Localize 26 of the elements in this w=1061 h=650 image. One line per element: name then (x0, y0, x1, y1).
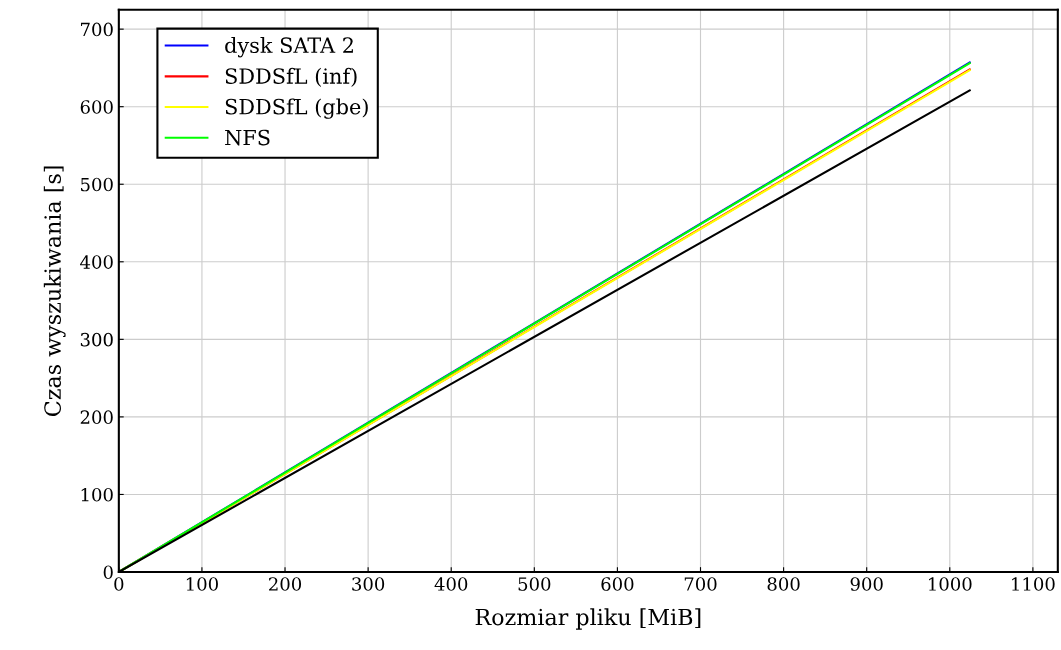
x-tick-label: 700 (684, 577, 717, 591)
x-tick-label: 300 (352, 577, 385, 591)
x-tick-label: 800 (767, 577, 800, 591)
y-tick-label: 100 (81, 487, 113, 502)
x-tick-label: 400 (434, 577, 468, 591)
x-tick-label: 1000 (929, 577, 972, 591)
x-tick-label: 600 (601, 577, 634, 591)
x-tick-label: 100 (186, 577, 218, 591)
y-tick-label: 700 (81, 22, 113, 37)
x-tick-label: 1100 (1012, 577, 1055, 591)
legend-label: dysk SATA 2 (225, 36, 353, 58)
x-axis-title: Rozmiar pliku [MiB] (475, 608, 701, 630)
x-tick-label: 0 (114, 577, 124, 591)
legend-label: SDDSfL (inf) (225, 67, 357, 87)
y-tick-label: 600 (80, 100, 113, 114)
legend-label: NFS (225, 129, 270, 146)
x-tick-label: 900 (850, 577, 883, 591)
y-tick-label: 400 (80, 255, 113, 269)
y-tick-label: 500 (81, 177, 113, 192)
y-tick-label: 300 (80, 332, 113, 347)
legend-label: SDDSfL (gbe) (225, 98, 368, 119)
y-tick-label: 200 (80, 410, 113, 425)
x-tick-label: 200 (269, 577, 302, 591)
y-tick-label: 0 (103, 565, 113, 580)
y-axis-title: Czas wyszukiwania [s] (43, 166, 66, 416)
x-tick-label: 500 (518, 577, 551, 591)
